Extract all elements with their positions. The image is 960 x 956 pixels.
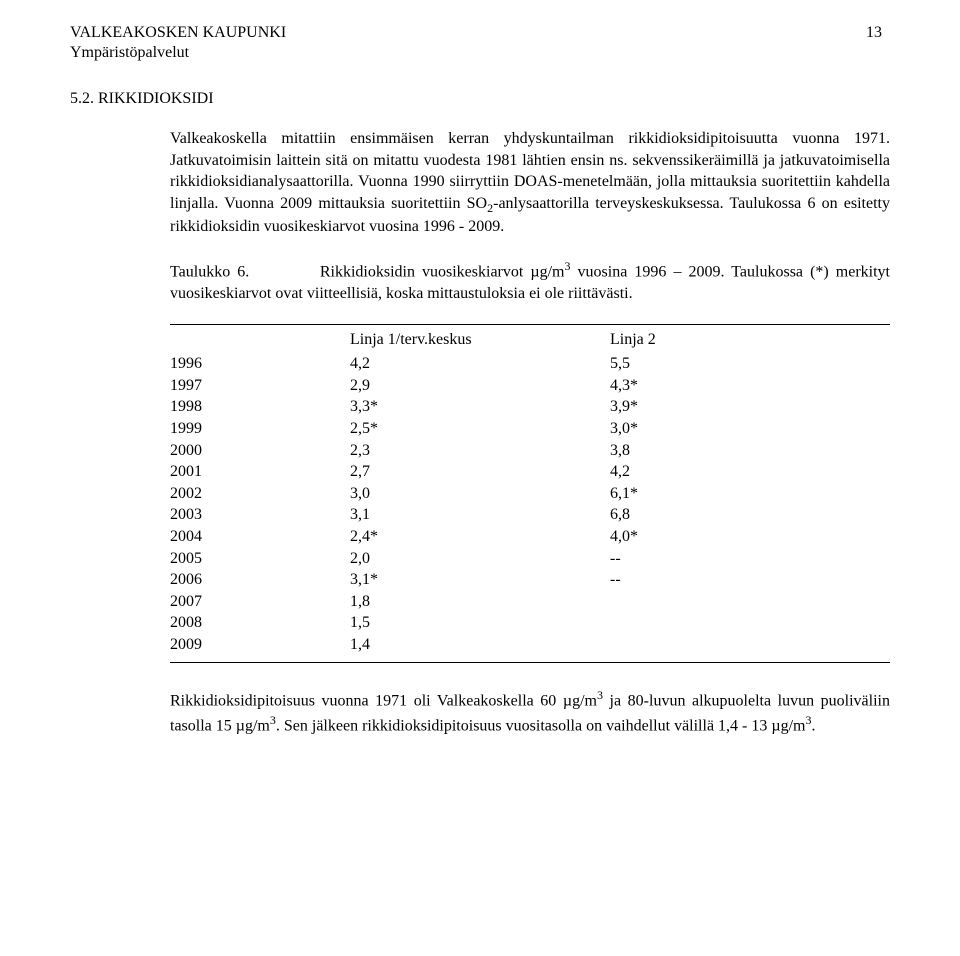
- cell-linja1: 3,0: [350, 483, 610, 505]
- cell-year: 2006: [170, 569, 350, 591]
- footer-paragraph: Rikkidioksidipitoisuus vuonna 1971 oli V…: [170, 687, 890, 737]
- paragraph-2: Taulukko 6. Rikkidioksidin vuosikeskiarv…: [170, 258, 890, 305]
- section-number: 5.2.: [70, 90, 94, 107]
- cell-linja1: 1,8: [350, 591, 610, 613]
- org-dept: Ympäristöpalvelut: [70, 44, 286, 62]
- section-heading: 5.2. RIKKIDIOKSIDI: [70, 90, 890, 108]
- cell-linja1: 2,0: [350, 548, 610, 570]
- footer-c: . Sen jälkeen rikkidioksidipitoisuus vuo…: [276, 717, 806, 734]
- table-header-row: Linja 1/terv.keskus Linja 2: [170, 331, 890, 349]
- table-row: 20023,06,1*: [170, 483, 890, 505]
- table-row: 20012,74,2: [170, 461, 890, 483]
- cell-linja2: --: [610, 548, 890, 570]
- table-body: 19964,25,519972,94,3*19983,3*3,9*19992,5…: [170, 353, 890, 655]
- paragraph-1: Valkeakoskella mitattiin ensimmäisen ker…: [170, 128, 890, 238]
- table-row: 20033,16,8: [170, 504, 890, 526]
- cell-year: 1996: [170, 353, 350, 375]
- cell-linja1: 3,1*: [350, 569, 610, 591]
- cell-year: 2008: [170, 612, 350, 634]
- footer-a: Rikkidioksidipitoisuus vuonna 1971 oli V…: [170, 692, 597, 709]
- table-row: 20081,5: [170, 612, 890, 634]
- cell-year: 1999: [170, 418, 350, 440]
- p2-lead: Taulukko 6.: [170, 263, 249, 280]
- table-row: 20002,33,8: [170, 440, 890, 462]
- table-row: 20063,1*--: [170, 569, 890, 591]
- table-row: 20091,4: [170, 634, 890, 656]
- table-header-spacer: [170, 331, 350, 349]
- cell-linja2: 4,2: [610, 461, 890, 483]
- cell-linja2: [610, 591, 890, 613]
- cell-linja1: 3,1: [350, 504, 610, 526]
- cell-linja2: 3,9*: [610, 396, 890, 418]
- cell-year: 2005: [170, 548, 350, 570]
- cell-year: 2003: [170, 504, 350, 526]
- cell-linja2: 6,8: [610, 504, 890, 526]
- p2-rest-a: Rikkidioksidin vuosikeskiarvot µg/m: [320, 263, 565, 280]
- cell-linja1: 2,5*: [350, 418, 610, 440]
- table-rule-top: [170, 324, 890, 325]
- cell-linja2: --: [610, 569, 890, 591]
- table-row: 19983,3*3,9*: [170, 396, 890, 418]
- cell-year: 1998: [170, 396, 350, 418]
- cell-linja2: 4,0*: [610, 526, 890, 548]
- table-row: 20042,4*4,0*: [170, 526, 890, 548]
- cell-year: 2007: [170, 591, 350, 613]
- section-title: RIKKIDIOKSIDI: [98, 90, 214, 107]
- cell-year: 2009: [170, 634, 350, 656]
- table-header-col2: Linja 2: [610, 331, 890, 349]
- table-row: 19972,94,3*: [170, 375, 890, 397]
- org-name: VALKEAKOSKEN KAUPUNKI: [70, 24, 286, 42]
- table-row: 20071,8: [170, 591, 890, 613]
- page-number: 13: [866, 24, 890, 42]
- cell-linja2: 6,1*: [610, 483, 890, 505]
- table-header-col1: Linja 1/terv.keskus: [350, 331, 610, 349]
- cell-linja2: 3,8: [610, 440, 890, 462]
- cell-linja2: 4,3*: [610, 375, 890, 397]
- cell-linja1: 3,3*: [350, 396, 610, 418]
- cell-linja1: 1,5: [350, 612, 610, 634]
- org-block: VALKEAKOSKEN KAUPUNKI Ympäristöpalvelut: [70, 24, 286, 62]
- cell-linja1: 2,7: [350, 461, 610, 483]
- cell-linja2: [610, 634, 890, 656]
- page-header: VALKEAKOSKEN KAUPUNKI Ympäristöpalvelut …: [70, 24, 890, 62]
- cell-linja1: 4,2: [350, 353, 610, 375]
- cell-linja2: 3,0*: [610, 418, 890, 440]
- cell-year: 2001: [170, 461, 350, 483]
- data-table: Linja 1/terv.keskus Linja 2 19964,25,519…: [170, 324, 890, 662]
- cell-linja1: 1,4: [350, 634, 610, 656]
- table-row: 19992,5*3,0*: [170, 418, 890, 440]
- footer-d: .: [811, 717, 815, 734]
- table-row: 20052,0--: [170, 548, 890, 570]
- cell-linja1: 2,4*: [350, 526, 610, 548]
- cell-year: 1997: [170, 375, 350, 397]
- document-page: VALKEAKOSKEN KAUPUNKI Ympäristöpalvelut …: [0, 0, 960, 776]
- table-row: 19964,25,5: [170, 353, 890, 375]
- cell-linja2: 5,5: [610, 353, 890, 375]
- cell-linja1: 2,3: [350, 440, 610, 462]
- cell-linja2: [610, 612, 890, 634]
- table-rule-bottom: [170, 662, 890, 663]
- cell-year: 2000: [170, 440, 350, 462]
- cell-year: 2002: [170, 483, 350, 505]
- body-text: Valkeakoskella mitattiin ensimmäisen ker…: [170, 128, 890, 304]
- cell-year: 2004: [170, 526, 350, 548]
- cell-linja1: 2,9: [350, 375, 610, 397]
